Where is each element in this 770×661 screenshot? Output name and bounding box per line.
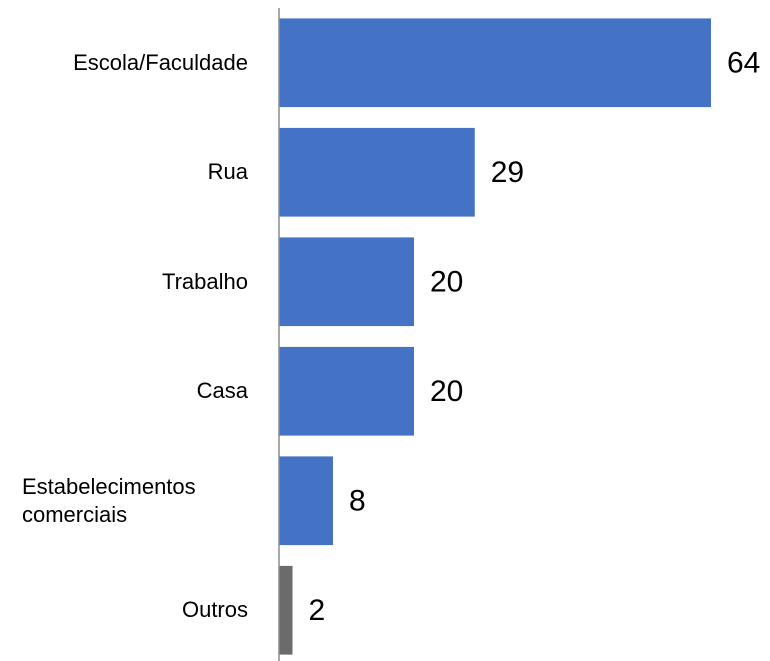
category-label: Estabelecimentos comerciais bbox=[22, 473, 196, 527]
category-label: Casa bbox=[196, 378, 248, 404]
value-label: 29 bbox=[491, 156, 524, 189]
value-label: 20 bbox=[430, 266, 463, 299]
bar bbox=[279, 18, 711, 108]
bar bbox=[279, 127, 475, 217]
category-label: Escola/Faculdade bbox=[73, 49, 248, 75]
bar bbox=[279, 456, 333, 546]
value-label: 20 bbox=[430, 375, 463, 408]
bar bbox=[279, 346, 414, 436]
category-label: Outros bbox=[181, 597, 248, 623]
bar bbox=[279, 565, 293, 655]
value-label: 2 bbox=[309, 594, 326, 627]
category-label: Rua bbox=[207, 159, 248, 185]
category-label: Trabalho bbox=[161, 268, 248, 294]
value-label: 64 bbox=[727, 47, 760, 80]
bar bbox=[279, 237, 414, 327]
value-label: 8 bbox=[349, 485, 366, 518]
